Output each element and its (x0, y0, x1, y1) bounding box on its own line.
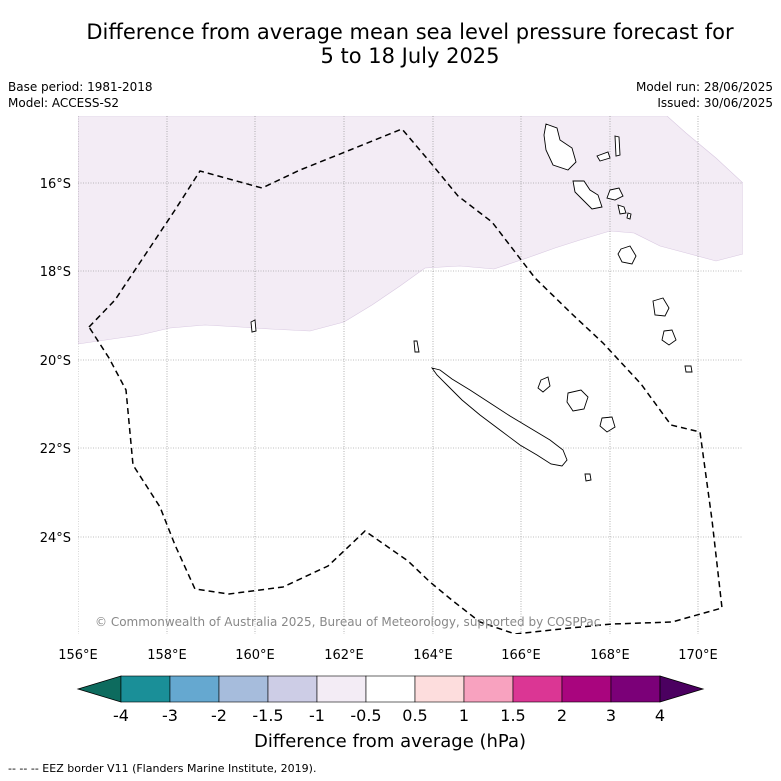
y-tick-16s: 16°S (40, 177, 71, 192)
y-tick-22s: 22°S (40, 442, 71, 457)
copyright-notice: © Commonwealth of Australia 2025, Bureau… (95, 615, 600, 629)
x-tick-170e: 170°E (678, 648, 718, 663)
island-isle-of-pines (584, 473, 592, 482)
y-axis-labels: 16°S 18°S 20°S 22°S 24°S (40, 177, 71, 546)
colorbar-over-arrow (659, 675, 705, 703)
colorbar-tick-label: -1 (309, 706, 325, 725)
colorbar-tick-label: -4 (113, 706, 129, 725)
x-tick-164e: 164°E (413, 648, 453, 663)
colorbar-tick-label: 4 (655, 706, 665, 725)
graticule (78, 116, 743, 634)
map-title: Difference from average mean sea level p… (40, 20, 780, 68)
eez-border (88, 128, 723, 634)
colorbar-bin (561, 675, 612, 703)
island-ambae (596, 151, 611, 162)
island-mare (599, 416, 616, 433)
island-shepherd (626, 212, 632, 220)
meta-left: Base period: 1981-2018 Model: ACCESS-S2 (8, 79, 153, 111)
colorbar-bin (120, 675, 171, 703)
colorbar: -4 -3 -2 -1.5 -1 -0.5 0.5 1 1.5 2 3 4 Difference fr… (76, 675, 705, 752)
colorbar-bin (218, 675, 269, 703)
colorbar-label: Difference from average (hPa) (254, 731, 526, 752)
island-lifou (566, 389, 589, 412)
colorbar-tick-label: 3 (606, 706, 616, 725)
island-epi (617, 204, 627, 215)
x-tick-166e: 166°E (501, 648, 541, 663)
y-tick-20s: 20°S (40, 354, 71, 369)
colorbar-bin (414, 675, 465, 703)
colorbar-under-arrow (76, 675, 122, 703)
colorbar-tick-label: 1 (459, 706, 469, 725)
y-tick-18s: 18°S (40, 265, 71, 280)
island-efate (617, 245, 637, 265)
island-grande-terre (430, 367, 568, 467)
colorbar-bin (316, 675, 367, 703)
colorbar-tick-label: -2 (211, 706, 227, 725)
colorbar-tick-label: 2 (557, 706, 567, 725)
colorbar-bin (365, 675, 416, 703)
colorbar-tick-label: 0.5 (402, 706, 427, 725)
model-name: Model: ACCESS-S2 (8, 96, 120, 110)
meta-right: Model run: 28/06/2025 Issued: 30/06/2025 (636, 79, 773, 111)
island-belep (413, 340, 420, 353)
island-malekula (572, 180, 603, 210)
colorbar-tick-label: 1.5 (500, 706, 525, 725)
model-run: Model run: 28/06/2025 (635, 80, 773, 94)
issued-date: Issued: 30/06/2025 (657, 96, 773, 110)
colorbar-bin (463, 675, 514, 703)
eez-legend-note: -- -- -- EEZ border V11 (Flanders Marine… (8, 762, 317, 775)
island-small-west (250, 319, 257, 333)
colorbar-tick-label: -3 (162, 706, 178, 725)
island-tanna (661, 329, 677, 346)
x-tick-168e: 168°E (590, 648, 630, 663)
colorbar-bins (120, 675, 661, 703)
colorbar-bin (169, 675, 220, 703)
colorbar-ticks: -4 -3 -2 -1.5 -1 -0.5 0.5 1 1.5 2 3 4 (113, 706, 665, 725)
y-tick-24s: 24°S (40, 531, 71, 546)
island-espiritu-santo (543, 123, 577, 171)
island-ouvea (537, 376, 551, 393)
coastlines (250, 123, 693, 482)
x-tick-156e: 156°E (58, 648, 98, 663)
x-tick-160e: 160°E (235, 648, 275, 663)
island-erromango (652, 297, 670, 317)
x-axis-labels: 156°E 158°E 160°E 162°E 164°E 166°E 168°… (58, 648, 718, 663)
colorbar-tick-label: -0.5 (350, 706, 381, 725)
colorbar-bin (610, 675, 661, 703)
x-tick-162e: 162°E (324, 648, 364, 663)
x-tick-158e: 158°E (147, 648, 187, 663)
title-line-1: Difference from average mean sea level p… (86, 20, 734, 44)
colorbar-bin (512, 675, 563, 703)
title-line-2: 5 to 18 July 2025 (320, 44, 500, 68)
island-maewo (614, 135, 621, 157)
island-pentecost (606, 187, 624, 201)
colorbar-tick-label: -1.5 (252, 706, 283, 725)
island-aneityum (684, 365, 693, 373)
base-period: Base period: 1981-2018 (8, 80, 153, 94)
colorbar-bin (267, 675, 318, 703)
anomaly-region-negative (78, 116, 743, 345)
map-area: © Commonwealth of Australia 2025, Bureau… (78, 116, 743, 634)
